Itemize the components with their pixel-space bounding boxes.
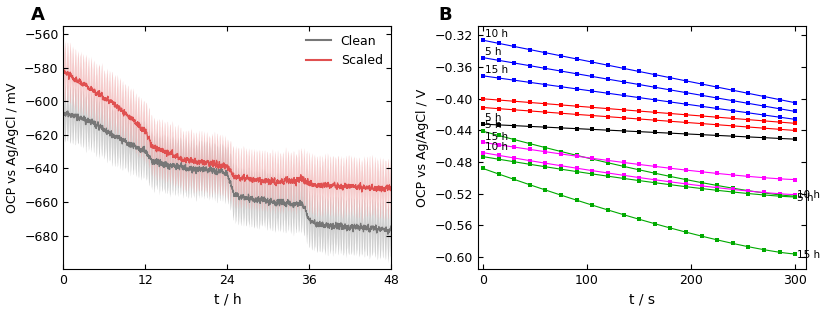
Text: 10 h: 10 h bbox=[485, 29, 508, 39]
Legend: Clean, Scaled: Clean, Scaled bbox=[301, 30, 388, 72]
Text: A: A bbox=[31, 6, 45, 23]
Text: 15 h: 15 h bbox=[797, 250, 820, 260]
Text: 5 h: 5 h bbox=[485, 120, 502, 130]
Y-axis label: OCP vs Ag/AgCl / mV: OCP vs Ag/AgCl / mV bbox=[6, 82, 18, 213]
Text: 5 h: 5 h bbox=[797, 193, 814, 203]
Text: 5 h: 5 h bbox=[485, 113, 502, 123]
Text: 5 h: 5 h bbox=[485, 47, 502, 57]
Text: 10 h: 10 h bbox=[485, 142, 508, 152]
Text: 15 h: 15 h bbox=[485, 132, 509, 142]
Text: 15 h: 15 h bbox=[485, 65, 509, 75]
Text: 10 h: 10 h bbox=[797, 190, 820, 200]
X-axis label: t / s: t / s bbox=[629, 292, 655, 306]
X-axis label: t / h: t / h bbox=[213, 292, 241, 306]
Y-axis label: OCP vs Ag/AgCl / V: OCP vs Ag/AgCl / V bbox=[416, 88, 429, 207]
Text: B: B bbox=[438, 6, 452, 23]
